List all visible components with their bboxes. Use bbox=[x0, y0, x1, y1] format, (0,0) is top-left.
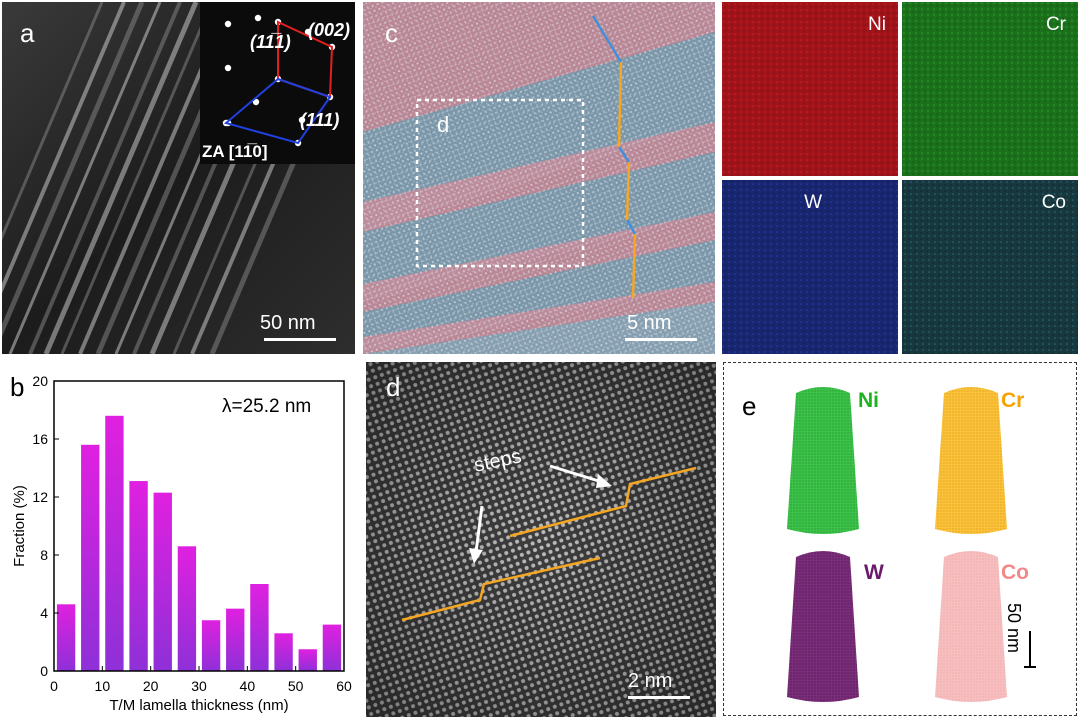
eds-map-label-w: W bbox=[804, 192, 822, 213]
histogram-bar bbox=[298, 649, 317, 671]
y-tick-label: 20 bbox=[32, 373, 48, 389]
panel-e: e Ni Cr W Co 50 nm bbox=[723, 362, 1077, 716]
region-d-label: d bbox=[437, 112, 450, 137]
scale-bar-label-d: 2 nm bbox=[628, 670, 673, 692]
panel-d: d steps 2 nm bbox=[366, 362, 716, 717]
x-tick-label: 0 bbox=[50, 678, 58, 694]
histogram-bar bbox=[105, 415, 124, 671]
apt-reconstructions bbox=[787, 387, 1036, 702]
x-tick-label: 30 bbox=[191, 678, 207, 694]
histogram-bar bbox=[153, 492, 172, 671]
apt-tip-co bbox=[935, 551, 1007, 702]
eds-map-cr: Cr bbox=[902, 2, 1078, 176]
scale-bar-label-c: 5 nm bbox=[627, 312, 672, 334]
y-tick-label: 0 bbox=[40, 663, 48, 679]
histogram-bar bbox=[201, 620, 221, 671]
eds-map-co: Co bbox=[902, 180, 1078, 354]
histogram-bar bbox=[250, 584, 269, 671]
y-axis-title: Fraction (%) bbox=[11, 485, 28, 567]
scale-bar-d bbox=[628, 696, 690, 699]
scale-bar-label-a: 50 nm bbox=[260, 312, 316, 334]
histogram-chart: 0 4 8 12 16 20 0 10 20 30 40 50 60 Fraction (%) T/M… bbox=[11, 373, 352, 714]
histogram-bar bbox=[56, 604, 76, 671]
panel-c: c d 5 nm bbox=[363, 2, 715, 354]
apt-tip-w bbox=[787, 551, 859, 702]
histogram-bar bbox=[177, 546, 197, 671]
x-axis-title: T/M lamella thickness (nm) bbox=[109, 697, 288, 714]
y-tick-label: 16 bbox=[32, 431, 48, 447]
panel-label-d: d bbox=[386, 372, 401, 402]
apt-tip-ni bbox=[787, 387, 859, 534]
x-tick-label: 10 bbox=[95, 678, 111, 694]
tem-image-a bbox=[2, 2, 355, 354]
eds-map-label-cr: Cr bbox=[1045, 14, 1066, 35]
x-tick-label: 60 bbox=[336, 678, 352, 694]
histogram-bar bbox=[226, 608, 245, 671]
panel-b: 0 4 8 12 16 20 0 10 20 30 40 50 60 Fraction (%) T/M… bbox=[0, 360, 360, 718]
apt-label-w: W bbox=[864, 561, 884, 584]
diffraction-spot-label-11-1: (11̅1) bbox=[250, 32, 291, 52]
x-tick-label: 20 bbox=[143, 678, 159, 694]
eds-map-label-ni: Ni bbox=[868, 14, 886, 35]
histogram-bar bbox=[274, 633, 293, 671]
apt-label-co: Co bbox=[1001, 561, 1029, 584]
x-tick-label: 50 bbox=[288, 678, 304, 694]
panel-a: a (002) (11̅1) (111) ZA [11̅0] 50 nm bbox=[2, 2, 355, 354]
panel-label-e: e bbox=[742, 391, 757, 421]
hrtem-image-d bbox=[366, 362, 716, 717]
scale-bar-label-e: 50 nm bbox=[1004, 603, 1024, 654]
eds-maps: Ni Cr W Co bbox=[722, 2, 1078, 354]
eds-map-label-co: Co bbox=[1041, 192, 1066, 213]
histogram-bar bbox=[129, 481, 148, 671]
scale-bar-a bbox=[264, 338, 336, 341]
eds-map-w: W bbox=[722, 180, 898, 354]
diffraction-spot-label-002: (002) bbox=[308, 20, 351, 40]
apt-tip-cr bbox=[935, 387, 1007, 534]
zone-axis-label: ZA [11̅0] bbox=[202, 142, 268, 161]
region-d-box bbox=[415, 98, 585, 268]
panel-label-c: c bbox=[385, 18, 398, 48]
apt-label-ni: Ni bbox=[858, 389, 879, 412]
histogram-bar bbox=[81, 444, 100, 671]
apt-label-cr: Cr bbox=[1001, 389, 1025, 412]
panel-label-a: a bbox=[20, 18, 35, 48]
y-tick-label: 8 bbox=[40, 547, 48, 563]
y-tick-label: 4 bbox=[40, 605, 48, 621]
x-tick-label: 40 bbox=[240, 678, 256, 694]
hrtem-image-c bbox=[363, 2, 715, 354]
diffraction-spot-label-111: (111) bbox=[300, 110, 340, 130]
mean-thickness-annotation: λ=25.2 nm bbox=[222, 396, 312, 417]
panel-label-b: b bbox=[10, 372, 25, 402]
histogram-bar bbox=[322, 624, 342, 671]
y-tick-label: 12 bbox=[32, 489, 48, 505]
scale-bar-c bbox=[625, 338, 697, 341]
eds-map-ni: Ni bbox=[722, 2, 898, 176]
